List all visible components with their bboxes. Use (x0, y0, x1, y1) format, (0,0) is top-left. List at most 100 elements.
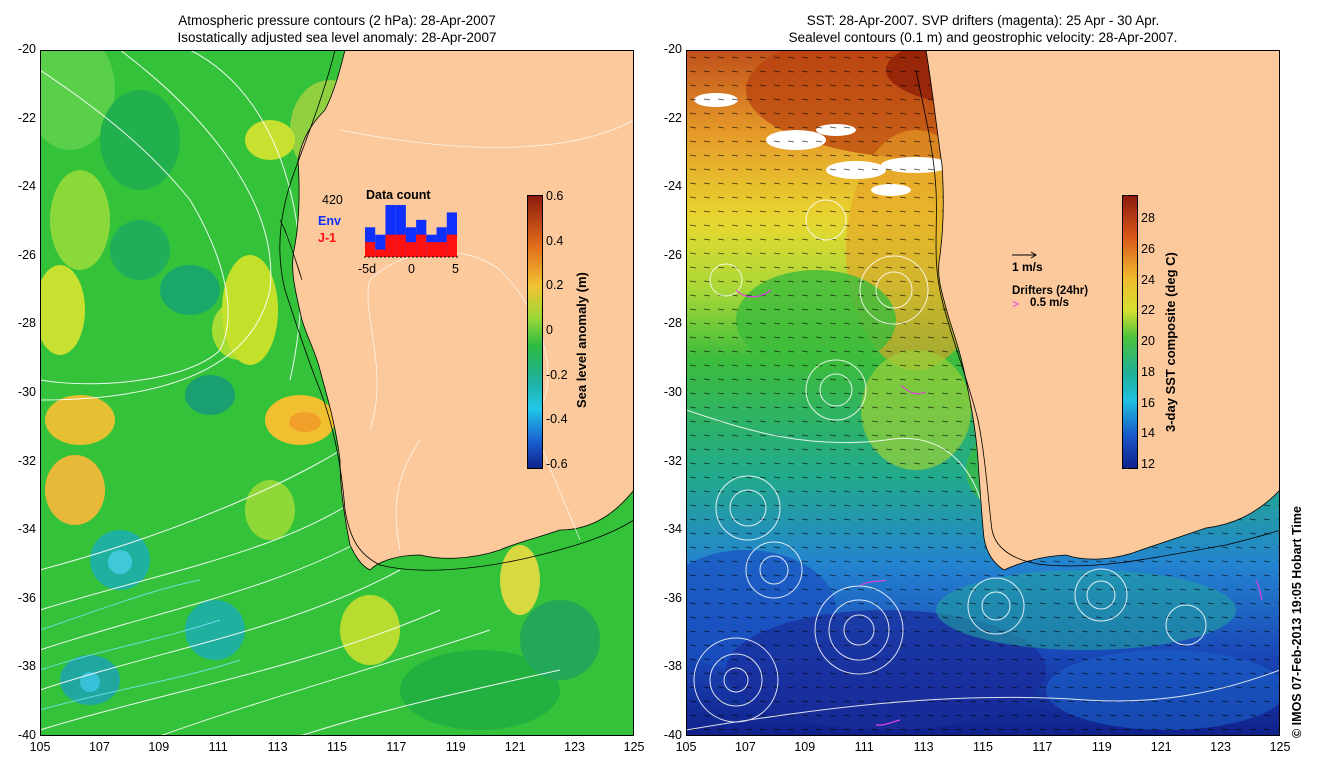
drifter-symbol: > (1012, 297, 1020, 311)
j1-count-bar (426, 242, 437, 257)
longitude-tick-label: 109 (794, 740, 816, 754)
longitude-tick-label: 105 (29, 740, 51, 754)
sea-level-colorbar-tick: 0.2 (546, 278, 564, 293)
left-map-frame (40, 50, 634, 736)
longitude-tick-label: 123 (1210, 740, 1232, 754)
latitude-tick-label: -30 (17, 385, 36, 399)
longitude-tick-label: 119 (1091, 740, 1112, 754)
longitude-tick-label: 123 (564, 740, 586, 754)
sst-colorbar-tick: 16 (1141, 395, 1155, 410)
right-title-line2: Sealevel contours (0.1 m) and geostrophi… (788, 30, 1178, 45)
sea-level-colorbar-tick: 0 (546, 323, 553, 337)
right-title-line1: SST: 28-Apr-2007. SVP drifters (magenta)… (806, 13, 1160, 28)
longitude-tick-label: 117 (1032, 740, 1053, 754)
latitude-tick-label: -26 (663, 247, 682, 262)
latitude-tick-label: -24 (17, 179, 36, 194)
data-count-tick-mid: 0 (408, 262, 415, 276)
drifters-scale-label: 0.5 m/s (1030, 297, 1069, 309)
j1-legend-label: J-1 (318, 231, 337, 245)
left-map-title: Atmospheric pressure contours (2 hPa): 2… (40, 12, 634, 46)
australia-landmass (292, 50, 634, 571)
latitude-tick-label: -32 (17, 453, 36, 468)
australia-landmass (925, 50, 1280, 571)
sst-colorbar-tick: 14 (1141, 426, 1155, 441)
svp-drifter-tracks (735, 289, 1263, 726)
longitude-tick-label: 113 (913, 740, 934, 754)
env-count-bar (405, 227, 417, 257)
sea-level-colorbar-tick: 0.4 (546, 233, 564, 248)
sst-colorbar-tick: 18 (1141, 364, 1155, 379)
longitude-tick-label: 113 (267, 740, 288, 754)
sea-level-colorbar-tick: -0.2 (546, 367, 568, 382)
sst-colorbar (1122, 195, 1138, 469)
longitude-tick-label: 111 (854, 740, 874, 754)
right-map-title: SST: 28-Apr-2007. SVP drifters (magenta)… (686, 12, 1280, 46)
left-sea-level-map (40, 50, 634, 736)
sea-level-colorbar-tick: -0.6 (546, 457, 568, 471)
env-count-bar (385, 205, 396, 257)
env-count-bar (365, 227, 376, 257)
shelf-contour (279, 50, 634, 571)
j1-count-bar (375, 249, 386, 257)
latitude-tick-label: -40 (663, 728, 682, 742)
sealevel-contours (686, 199, 1280, 731)
longitude-tick-label: 125 (623, 740, 645, 754)
longitude-tick-label: 115 (973, 740, 993, 754)
sea-level-anomaly-field (40, 50, 600, 730)
sst-colorbar-tick: 22 (1141, 303, 1155, 318)
j1-count-bar (436, 242, 447, 257)
sst-colorbar-label: 3-day SST composite (deg C) (1163, 252, 1178, 432)
shark-bay (279, 219, 303, 281)
latitude-tick-label: -38 (663, 659, 682, 674)
j1-count-bar (385, 234, 396, 257)
data-count-tick-right: 5 (452, 262, 459, 276)
latitude-tick-label: -22 (17, 110, 36, 125)
right-sst-map (686, 50, 1280, 736)
shelf-contour (915, 69, 1280, 567)
low-pressure-contours (40, 579, 241, 711)
longitude-tick-label: 107 (88, 740, 110, 754)
j1-count-bar (405, 242, 417, 257)
latitude-tick-label: -22 (663, 110, 682, 125)
sst-colorbar-tick: 28 (1141, 211, 1155, 225)
data-count-total: 420 (322, 193, 343, 207)
latitude-tick-label: -30 (663, 385, 682, 399)
longitude-tick-label: 111 (208, 740, 228, 754)
latitude-tick-label: -34 (663, 522, 682, 537)
sea-level-colorbar-tick: 0.6 (546, 189, 564, 203)
data-count-tick-left: -5d (358, 262, 377, 276)
latitude-tick-label: -28 (17, 316, 36, 331)
sea-level-colorbar (527, 195, 543, 469)
imos-credit: © IMOS 07-Feb-2013 19:05 Hobart Time (1290, 506, 1304, 738)
latitude-tick-label: -38 (17, 659, 36, 674)
sea-level-colorbar-label: Sea level anomaly (m) (574, 272, 589, 408)
drifters-legend-title: Drifters (24hr) (1012, 285, 1089, 297)
j1-count-bar (446, 234, 457, 257)
longitude-tick-label: 125 (1269, 740, 1291, 754)
latitude-tick-label: -34 (17, 522, 36, 537)
sst-colorbar-tick: 20 (1141, 334, 1155, 348)
j1-count-bar (395, 234, 406, 257)
latitude-tick-label: -36 (663, 590, 682, 605)
sst-colorbar-tick: 26 (1141, 241, 1155, 256)
latitude-tick-label: -26 (17, 247, 36, 262)
latitude-tick-label: -32 (663, 453, 682, 468)
left-title-line2: Isostatically adjusted sea level anomaly… (177, 30, 497, 45)
longitude-tick-label: 121 (1150, 740, 1172, 754)
data-count-title: Data count (366, 188, 431, 202)
longitude-tick-label: 115 (327, 740, 347, 754)
longitude-tick-label: 119 (445, 740, 466, 754)
env-count-bar (375, 234, 386, 257)
longitude-tick-label: 107 (734, 740, 756, 754)
j1-count-bar (416, 234, 427, 257)
latitude-tick-label: -28 (663, 316, 682, 331)
latitude-tick-label: -36 (17, 590, 36, 605)
latitude-tick-label: -24 (663, 179, 682, 194)
j1-count-bar (365, 242, 376, 257)
data-count-histogram (364, 205, 458, 258)
sst-colorbar-tick: 12 (1141, 457, 1155, 471)
pressure-contours (40, 50, 561, 736)
env-legend-label: Env (318, 214, 341, 228)
env-count-bar (395, 205, 406, 257)
latitude-tick-label: -20 (663, 42, 682, 56)
